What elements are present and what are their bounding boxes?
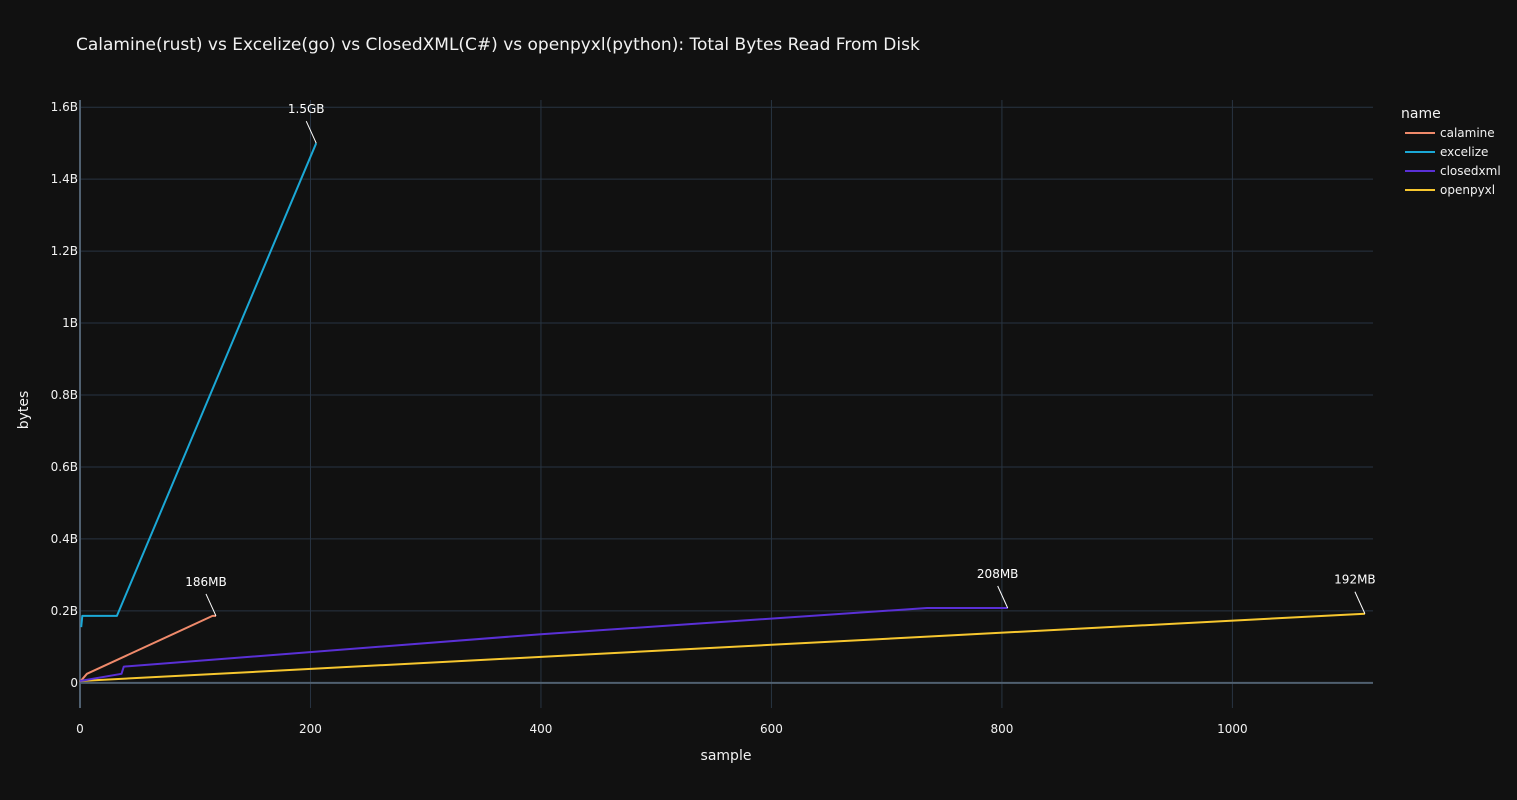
annotation-arrow [205,593,217,617]
y-tick-label: 1B [62,316,78,330]
y-axis-ticks: 0 0.2B 0.4B 0.6B 0.8B 1B 1.2B 1.4B 1.6B [51,100,78,690]
legend-label: calamine [1440,126,1495,140]
series-line-excelize[interactable] [80,142,318,628]
annotation-arrow [1354,591,1366,614]
x-tick-label: 200 [299,722,322,736]
legend[interactable]: name calamine excelize closedxml openpyxl [1401,106,1501,197]
y-tick-label: 0.4B [51,532,78,546]
y-tick-label: 0 [70,676,78,690]
x-tick-label: 1000 [1217,722,1248,736]
grid [80,100,1373,708]
y-tick-label: 1.4B [51,172,78,186]
legend-item-excelize[interactable]: excelize [1405,145,1488,159]
annotation-label: 208MB [977,567,1019,581]
annotation-label: 186MB [185,575,227,589]
x-tick-label: 600 [760,722,783,736]
y-tick-label: 1.6B [51,100,78,114]
legend-label: excelize [1440,145,1488,159]
x-axis-title: sample [701,748,752,764]
x-tick-label: 400 [530,722,553,736]
y-tick-label: 0.6B [51,460,78,474]
y-tick-label: 0.2B [51,604,78,618]
legend-item-closedxml[interactable]: closedxml [1405,164,1501,178]
series-line-calamine[interactable] [79,614,216,683]
zero-line [79,100,1373,708]
legend-label: closedxml [1440,164,1501,178]
annotations: 1.5GB 186MB 208MB 192MB [185,102,1376,617]
annotation-arrow [305,120,317,144]
y-tick-label: 0.8B [51,388,78,402]
legend-title: name [1401,106,1441,122]
series-line-closedxml[interactable] [79,607,1008,682]
legend-item-openpyxl[interactable]: openpyxl [1405,183,1495,197]
annotation-label: 1.5GB [288,102,325,116]
legend-item-calamine[interactable]: calamine [1405,126,1495,140]
x-tick-label: 800 [990,722,1013,736]
y-tick-label: 1.2B [51,244,78,258]
annotation-label: 192MB [1334,573,1376,587]
x-axis-ticks: 0 200 400 600 800 1000 [76,722,1248,736]
series-group [79,142,1365,683]
annotation-arrow [997,585,1009,609]
chart-title: Calamine(rust) vs Excelize(go) vs Closed… [76,35,920,55]
y-axis-title: bytes [16,391,32,430]
series-line-openpyxl[interactable] [79,612,1365,682]
legend-label: openpyxl [1440,183,1495,197]
x-tick-label: 0 [76,722,84,736]
